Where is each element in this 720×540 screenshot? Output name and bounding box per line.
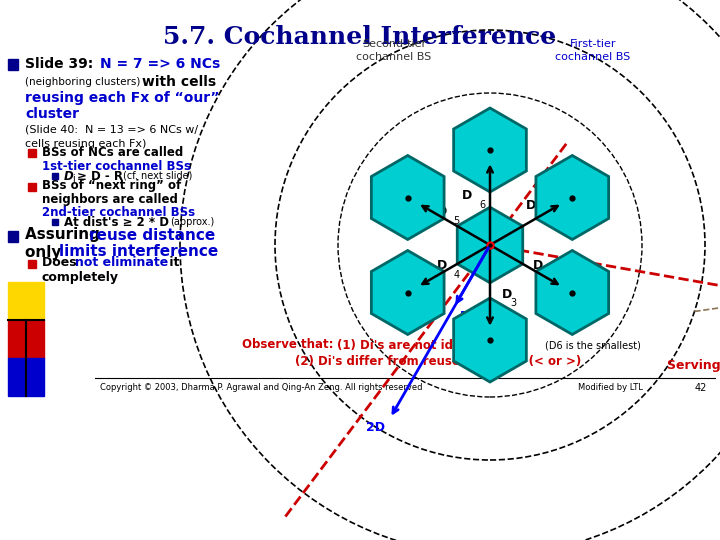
Text: (2) Di's differ from reuse distance  (< or >): (2) Di's differ from reuse distance (< o… bbox=[295, 355, 581, 368]
Text: ≥ D - R: ≥ D - R bbox=[77, 170, 123, 183]
Text: D: D bbox=[526, 199, 536, 212]
Bar bbox=[28, 260, 36, 268]
Text: cochannel BS: cochannel BS bbox=[555, 52, 631, 62]
Text: At dist's ≥ 2 * D: At dist's ≥ 2 * D bbox=[64, 215, 169, 228]
Polygon shape bbox=[454, 108, 526, 192]
Text: D: D bbox=[502, 288, 512, 301]
Text: 2: 2 bbox=[541, 270, 547, 280]
Text: 3: 3 bbox=[510, 299, 516, 308]
Polygon shape bbox=[536, 251, 608, 334]
Text: 1st-tier cochannel BSs: 1st-tier cochannel BSs bbox=[42, 160, 191, 173]
Text: 2D: 2D bbox=[366, 421, 385, 434]
Text: only: only bbox=[25, 245, 67, 260]
Text: Assuring: Assuring bbox=[25, 227, 105, 242]
Text: BSs of NCs are called: BSs of NCs are called bbox=[42, 146, 184, 159]
Bar bbox=[8, 59, 18, 70]
Bar bbox=[8, 231, 18, 242]
Text: (approx.): (approx.) bbox=[170, 217, 215, 227]
Polygon shape bbox=[536, 156, 608, 240]
Text: (D6 is the smallest): (D6 is the smallest) bbox=[545, 340, 641, 350]
Text: reuse distance: reuse distance bbox=[89, 227, 215, 242]
Text: 6: 6 bbox=[479, 200, 485, 210]
Text: with cells: with cells bbox=[142, 75, 216, 89]
Text: First-tier: First-tier bbox=[570, 39, 616, 49]
Text: BSs of “next ring” of: BSs of “next ring” of bbox=[42, 179, 181, 192]
Polygon shape bbox=[457, 207, 523, 283]
Text: D: D bbox=[533, 259, 543, 272]
Polygon shape bbox=[454, 298, 526, 382]
Bar bbox=[8, 358, 44, 396]
Text: (Slide 40:  N = 13 => 6 NCs w/: (Slide 40: N = 13 => 6 NCs w/ bbox=[25, 125, 198, 135]
Text: Does: Does bbox=[42, 255, 81, 268]
Text: Modified by LTL: Modified by LTL bbox=[578, 383, 643, 393]
Text: 5: 5 bbox=[454, 216, 459, 226]
Text: (1) Di's are not identical: (1) Di's are not identical bbox=[337, 339, 502, 352]
Text: cells reusing each Fx): cells reusing each Fx) bbox=[25, 139, 146, 149]
Text: 1: 1 bbox=[534, 209, 540, 219]
Text: limits interference: limits interference bbox=[59, 245, 218, 260]
Text: D: D bbox=[437, 259, 447, 272]
Text: reusing each Fx of “our”: reusing each Fx of “our” bbox=[25, 91, 220, 105]
Bar bbox=[28, 183, 36, 191]
Text: completely: completely bbox=[42, 271, 119, 284]
Text: Copyright © 2003, Dharma P. Agrawal and Qing-An Zeng. All rights reserved: Copyright © 2003, Dharma P. Agrawal and … bbox=[100, 383, 423, 393]
Polygon shape bbox=[372, 156, 444, 240]
Text: D: D bbox=[460, 310, 470, 323]
Text: Slide 39:: Slide 39: bbox=[25, 57, 103, 71]
Text: neighbors are called: neighbors are called bbox=[42, 193, 178, 206]
Text: 4: 4 bbox=[454, 270, 459, 280]
Bar bbox=[8, 282, 44, 320]
Text: not eliminate: not eliminate bbox=[75, 255, 168, 268]
Text: i: i bbox=[72, 174, 75, 184]
Text: N = 7 => 6 NCs: N = 7 => 6 NCs bbox=[100, 57, 220, 71]
Text: Serving BS: Serving BS bbox=[667, 359, 720, 372]
Bar bbox=[8, 320, 44, 358]
Polygon shape bbox=[372, 251, 444, 334]
Text: Observe that:: Observe that: bbox=[242, 339, 338, 352]
Text: cluster: cluster bbox=[25, 107, 79, 121]
Text: Second-tier: Second-tier bbox=[362, 39, 426, 49]
Text: cochannel BS: cochannel BS bbox=[356, 52, 431, 62]
Text: D: D bbox=[462, 189, 472, 202]
Text: (neighboring clusters): (neighboring clusters) bbox=[25, 77, 143, 87]
Bar bbox=[52, 219, 58, 225]
Text: it: it bbox=[165, 255, 179, 268]
Text: 5.7. Cochannel Interference: 5.7. Cochannel Interference bbox=[163, 25, 557, 49]
Text: D: D bbox=[437, 205, 447, 218]
Text: 2nd-tier cochannel BSs: 2nd-tier cochannel BSs bbox=[42, 206, 195, 219]
Bar bbox=[52, 173, 58, 179]
Text: D: D bbox=[64, 170, 73, 183]
Text: (cf. next slide): (cf. next slide) bbox=[123, 171, 192, 181]
Bar bbox=[28, 149, 36, 157]
Text: 42: 42 bbox=[695, 383, 707, 393]
